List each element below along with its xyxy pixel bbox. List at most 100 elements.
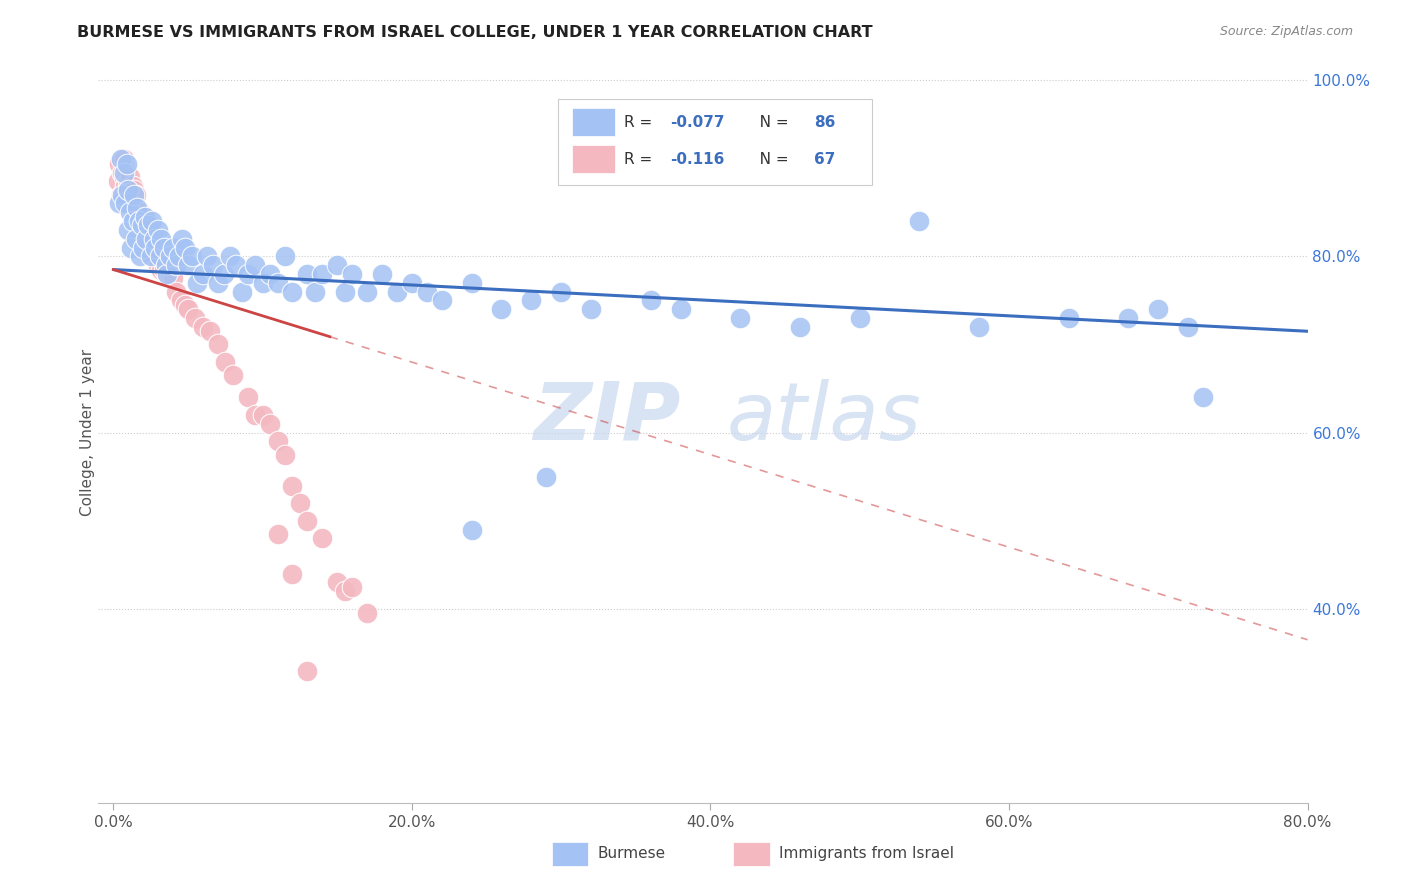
Point [150, 232, 173, 246]
Point [170, 232, 193, 246]
Point [142, 232, 165, 246]
Point [640, 293, 662, 308]
Point [117, 183, 139, 197]
Point [401, 276, 423, 290]
Point [143, 249, 166, 263]
Point [127, 201, 149, 215]
Point [266, 434, 288, 449]
Point [236, 390, 259, 404]
Point [115, 166, 138, 180]
Point [134, 214, 156, 228]
Point [259, 417, 281, 431]
Point [848, 311, 870, 326]
Text: R =: R = [624, 152, 662, 167]
Point [222, 368, 245, 383]
Point [202, 258, 225, 272]
Point [297, 267, 319, 281]
Point [132, 240, 155, 254]
Point [135, 223, 157, 237]
Text: ZIP: ZIP [533, 379, 681, 457]
Point [520, 293, 543, 308]
Point [114, 161, 136, 176]
Point [131, 210, 153, 224]
Point [111, 166, 134, 180]
Point [136, 232, 159, 246]
Point [252, 276, 274, 290]
Point [550, 285, 572, 299]
Point [121, 196, 143, 211]
Point [231, 285, 253, 299]
Point [243, 258, 266, 272]
Point [174, 240, 197, 254]
Point [1118, 311, 1140, 326]
Point [356, 285, 378, 299]
Point [138, 240, 160, 254]
Point [131, 219, 153, 233]
Point [112, 169, 135, 184]
Point [125, 232, 148, 246]
Point [491, 302, 513, 317]
Point [536, 469, 558, 483]
Point [281, 566, 304, 581]
Point [136, 219, 159, 233]
FancyBboxPatch shape [734, 842, 769, 866]
Point [146, 258, 169, 272]
Y-axis label: College, Under 1 year: College, Under 1 year [80, 349, 94, 516]
Text: -0.116: -0.116 [671, 152, 724, 167]
Point [107, 174, 129, 188]
Point [1057, 311, 1080, 326]
Point [236, 267, 259, 281]
Point [200, 324, 222, 338]
Point [1192, 390, 1215, 404]
Point [108, 196, 131, 211]
Point [143, 240, 166, 254]
Point [356, 607, 378, 621]
Point [110, 187, 132, 202]
Point [297, 664, 319, 678]
Point [159, 267, 181, 281]
Text: Source: ZipAtlas.com: Source: ZipAtlas.com [1219, 25, 1353, 38]
Point [460, 276, 482, 290]
Point [156, 267, 179, 281]
Point [162, 271, 184, 285]
Point [225, 258, 247, 272]
Point [110, 153, 132, 167]
Point [132, 219, 155, 233]
Point [259, 267, 281, 281]
Point [121, 214, 143, 228]
Point [129, 249, 152, 263]
Text: Immigrants from Israel: Immigrants from Israel [779, 847, 955, 862]
Point [122, 201, 145, 215]
Point [120, 178, 142, 193]
Point [118, 169, 141, 184]
Point [167, 249, 190, 263]
Text: 86: 86 [814, 115, 835, 130]
Point [117, 192, 139, 206]
Point [125, 205, 148, 219]
Point [311, 532, 333, 546]
Text: -0.077: -0.077 [671, 115, 725, 130]
Point [120, 240, 142, 254]
Point [184, 311, 207, 326]
Point [108, 157, 131, 171]
Point [149, 249, 172, 263]
FancyBboxPatch shape [572, 108, 614, 136]
Text: N =: N = [745, 115, 794, 130]
Point [908, 214, 931, 228]
FancyBboxPatch shape [551, 842, 588, 866]
Point [134, 210, 156, 224]
Point [333, 285, 356, 299]
Point [129, 205, 152, 219]
Point [128, 214, 150, 228]
Point [146, 223, 169, 237]
Point [125, 187, 148, 202]
Text: atlas: atlas [727, 379, 921, 457]
Point [122, 187, 145, 202]
Point [169, 293, 191, 308]
FancyBboxPatch shape [558, 99, 872, 185]
Text: R =: R = [624, 115, 658, 130]
Point [155, 258, 177, 272]
Point [115, 157, 138, 171]
Point [326, 258, 349, 272]
Point [153, 240, 176, 254]
